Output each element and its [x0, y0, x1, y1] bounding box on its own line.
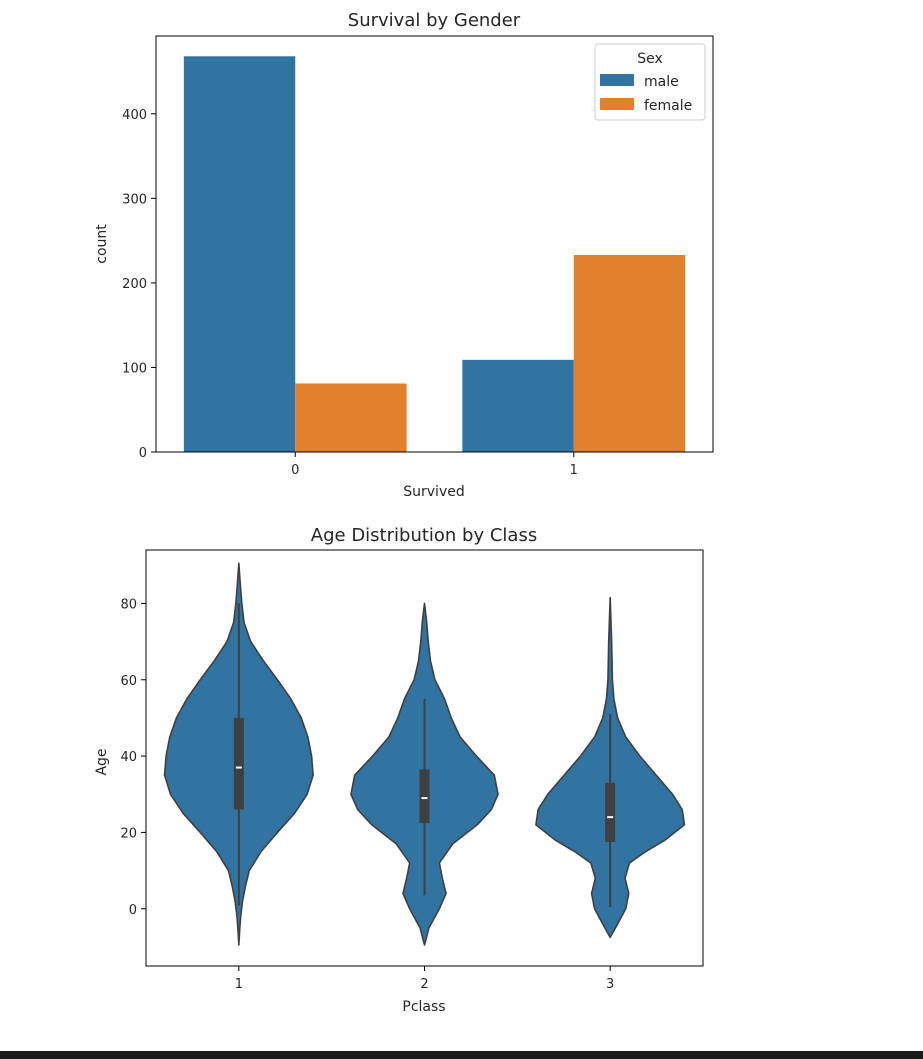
y-tick-label: 80 — [120, 597, 137, 612]
bar-female-1 — [573, 254, 686, 452]
bar-male-1 — [462, 359, 574, 452]
bottom-edge-bar — [0, 1051, 923, 1059]
bar-male-0 — [183, 56, 296, 452]
chart1-bars — [183, 56, 686, 452]
legend-swatch-male — [600, 74, 634, 86]
chart2-x-axis-label: Pclass — [402, 999, 445, 1015]
chart1-title: Survival by Gender — [348, 10, 521, 31]
x-tick-label: 3 — [606, 977, 614, 992]
legend-label-female: female — [644, 98, 692, 114]
y-tick-label: 60 — [120, 674, 137, 689]
x-tick-label: 1 — [235, 977, 243, 992]
chart1-legend: Sex male female — [594, 43, 706, 121]
legend-swatch-female — [600, 98, 634, 110]
violin-iqr-box-3 — [605, 782, 616, 842]
chart2-violins — [163, 562, 686, 946]
chart2-y-ticks: 0 20 40 60 80 — [120, 597, 146, 918]
y-tick-label: 300 — [122, 192, 147, 207]
x-tick-label: 2 — [420, 977, 428, 992]
y-tick-label: 400 — [122, 108, 147, 123]
legend-label-male: male — [644, 74, 679, 90]
y-tick-label: 40 — [120, 750, 137, 765]
chart2-title: Age Distribution by Class — [311, 525, 537, 546]
x-tick-label: 1 — [570, 463, 578, 478]
y-tick-label: 0 — [129, 903, 137, 918]
y-tick-label: 0 — [139, 446, 147, 461]
chart2-x-ticks: 1 2 3 — [235, 966, 614, 992]
y-tick-label: 20 — [120, 826, 137, 841]
x-tick-label: 0 — [291, 463, 299, 478]
y-tick-label: 200 — [122, 277, 147, 292]
legend-title: Sex — [637, 51, 663, 67]
chart1-y-ticks: 0 100 200 300 400 — [122, 108, 156, 461]
y-tick-label: 100 — [122, 361, 147, 376]
chart1-x-axis-label: Survived — [403, 484, 464, 500]
chart1-y-axis-label: count — [94, 224, 110, 264]
chart2-y-axis-label: Age — [94, 748, 110, 775]
violin-iqr-box-2 — [419, 769, 430, 823]
chart2-axes-frame — [145, 549, 704, 967]
bar-female-0 — [295, 383, 407, 452]
violin-iqr-box-1 — [233, 717, 244, 810]
chart1-axes-frame — [155, 35, 714, 453]
